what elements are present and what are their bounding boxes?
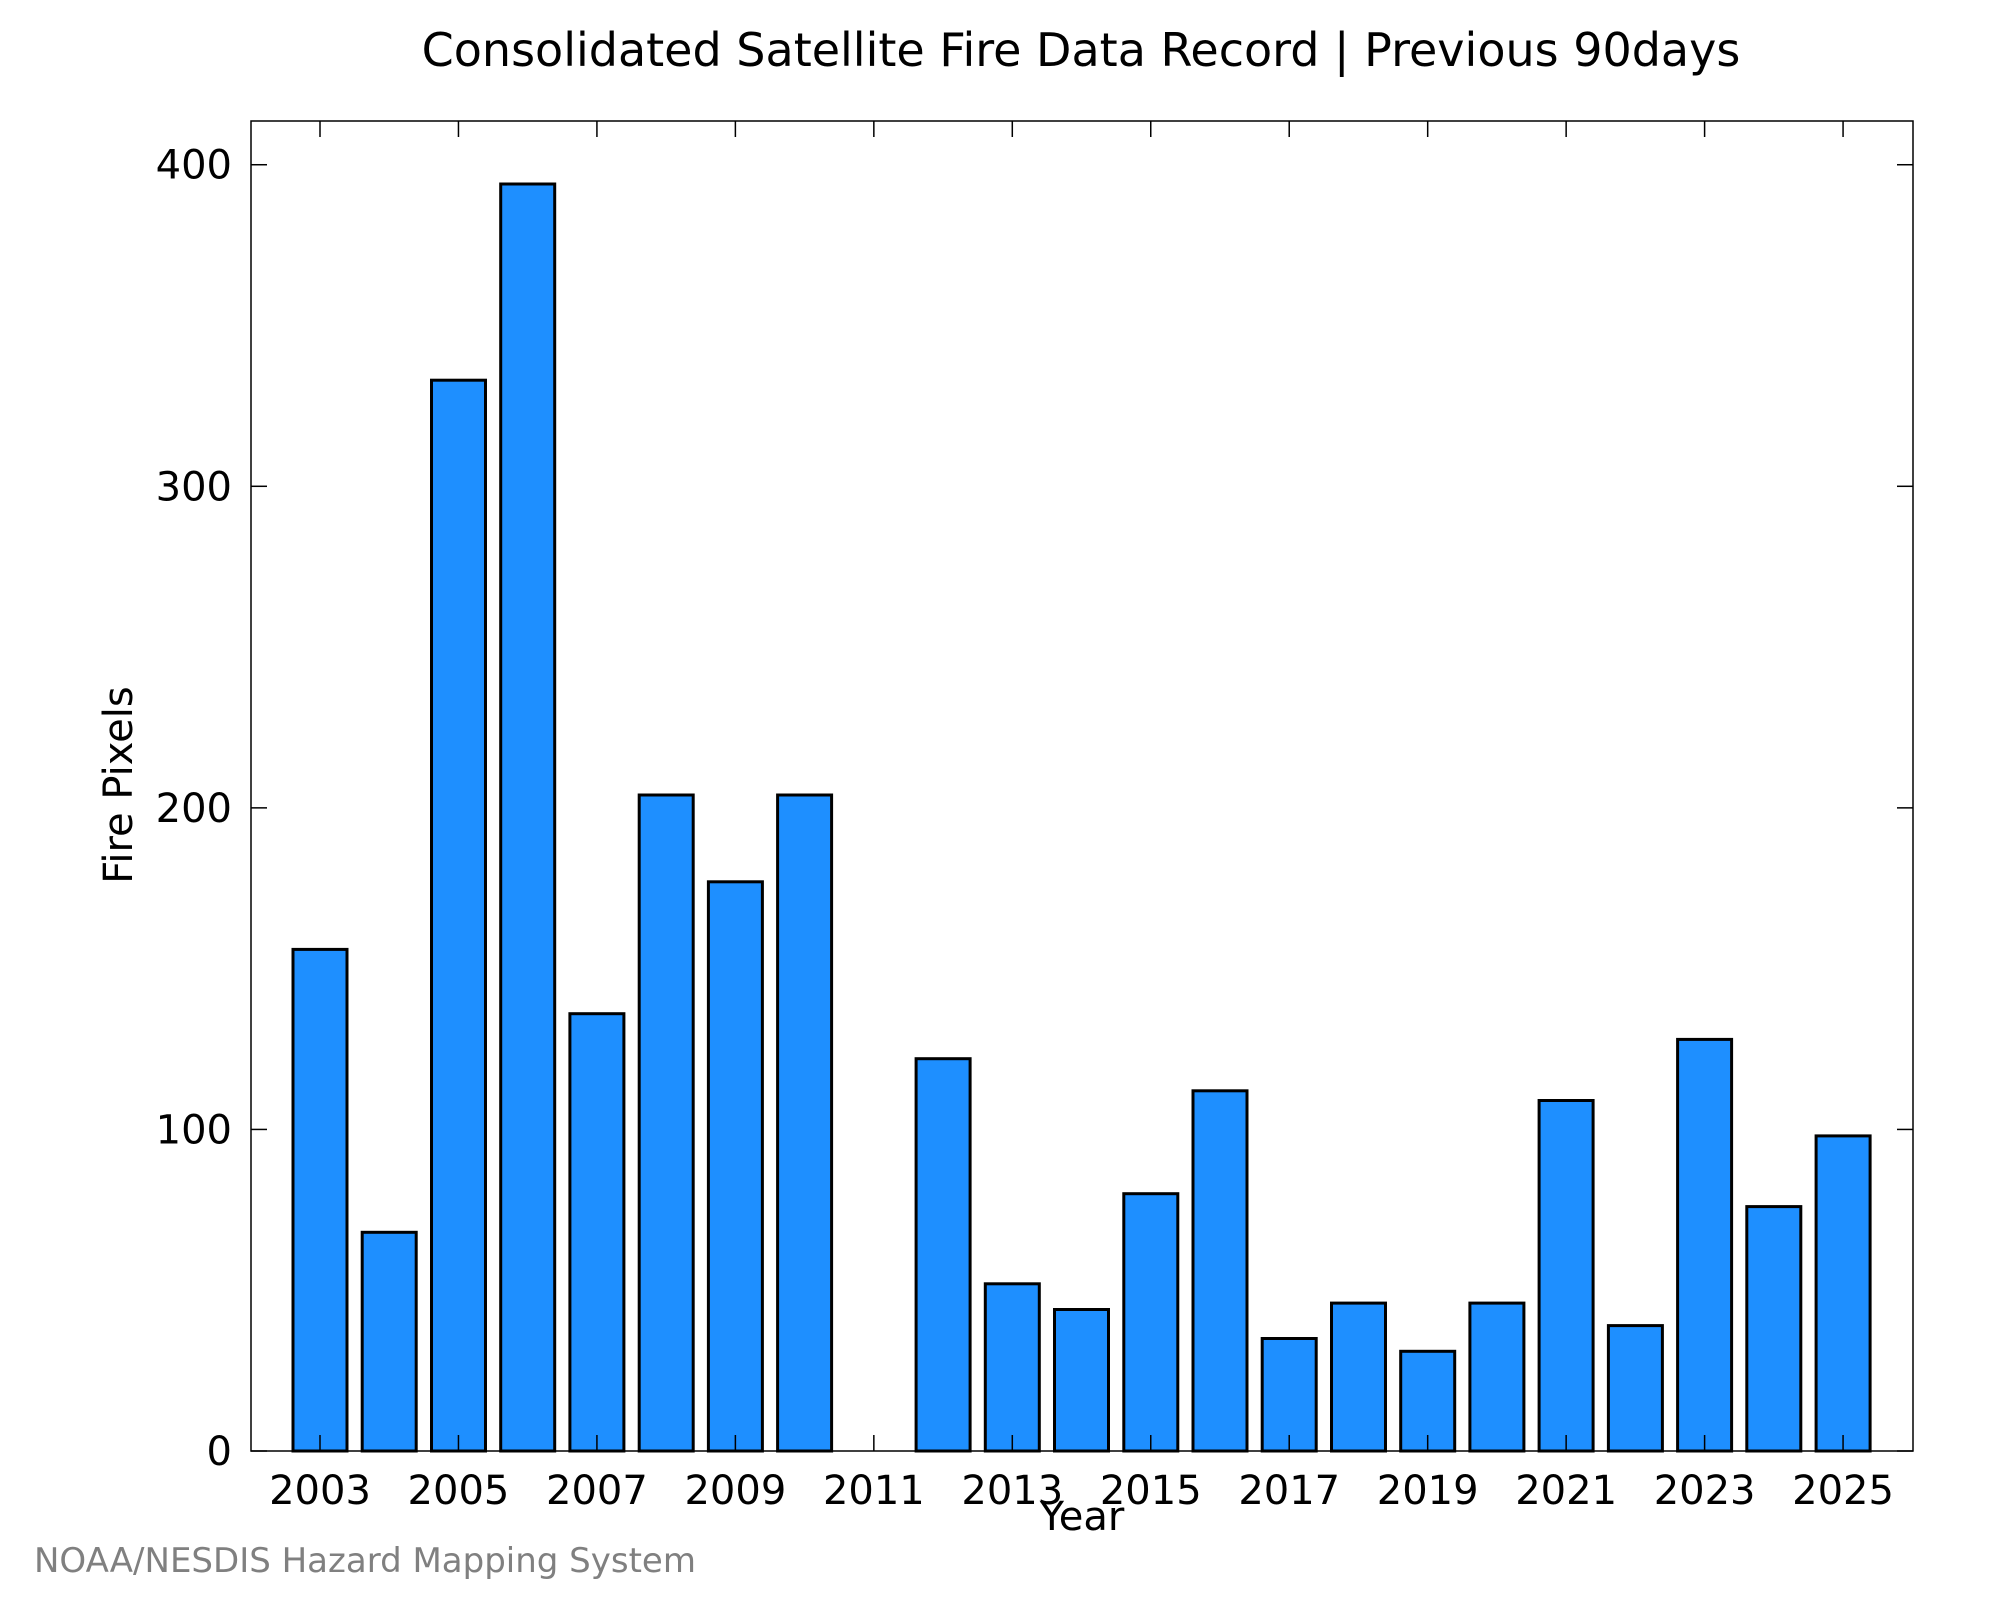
y-tick-label-400: 400	[156, 143, 232, 189]
x-tick-label-2023: 2023	[1654, 1468, 1756, 1514]
bar-2015	[1122, 1192, 1180, 1453]
bar-2021	[1537, 1099, 1595, 1453]
x-tick-label-2019: 2019	[1377, 1468, 1479, 1514]
bar-2020	[1468, 1301, 1526, 1453]
plot-frame	[250, 120, 1914, 1452]
x-tick-label-2007: 2007	[546, 1468, 648, 1514]
x-tick-label-2005: 2005	[408, 1468, 510, 1514]
bar-2023	[1676, 1037, 1734, 1453]
bar-2014	[1053, 1308, 1110, 1453]
bar-2009	[706, 880, 764, 1453]
bar-2024	[1745, 1205, 1803, 1453]
x-tick-label-2003: 2003	[269, 1468, 371, 1514]
bar-2018	[1330, 1301, 1387, 1453]
bar-2012	[914, 1057, 972, 1453]
bar-2022	[1606, 1324, 1664, 1453]
y-tick-label-300: 300	[156, 464, 232, 510]
bar-2013	[983, 1282, 1041, 1453]
ticks-group: 2003 2005 2007 2009 2011 2013 2015 2017 2019 2021…	[156, 121, 1913, 1514]
bar-2006	[499, 182, 557, 1453]
x-tick-label-2015: 2015	[1100, 1468, 1202, 1514]
bar-2017	[1260, 1337, 1318, 1453]
x-tick-label-2009: 2009	[684, 1468, 786, 1514]
x-tick-label-2025: 2025	[1792, 1468, 1894, 1514]
x-axis-title: Year	[1039, 1494, 1125, 1540]
bar-2010	[776, 793, 834, 1453]
bar-2003	[291, 947, 349, 1453]
bar-2016	[1191, 1089, 1249, 1453]
y-tick-label-100: 100	[156, 1107, 232, 1153]
bar-2004	[360, 1230, 418, 1453]
bar-2005	[430, 378, 487, 1453]
bar-2008	[637, 793, 695, 1453]
y-tick-label-200: 200	[156, 786, 232, 832]
credit-text: NOAA/NESDIS Hazard Mapping System	[34, 1541, 696, 1581]
chart-title: Consolidated Satellite Fire Data Record …	[422, 23, 1741, 78]
bar-2007	[568, 1012, 626, 1453]
x-tick-label-2021: 2021	[1515, 1468, 1617, 1514]
y-tick-label-0: 0	[207, 1429, 232, 1475]
bar-2025	[1814, 1134, 1872, 1453]
y-axis-title: Fire Pixels	[96, 686, 142, 883]
x-tick-label-2013: 2013	[961, 1468, 1063, 1514]
x-tick-label-2017: 2017	[1238, 1468, 1340, 1514]
bars-group	[291, 182, 1872, 1453]
x-tick-label-2011: 2011	[823, 1468, 925, 1514]
